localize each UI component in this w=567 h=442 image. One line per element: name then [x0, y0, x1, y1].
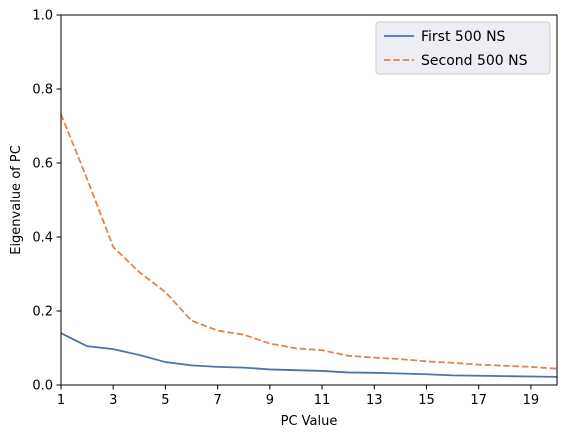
- x-axis-label: PC Value: [281, 414, 338, 429]
- y-tick-label: 0.0: [32, 379, 53, 394]
- x-tick-label: 19: [523, 393, 540, 408]
- x-tick-label: 13: [366, 393, 383, 408]
- y-tick-label: 0.4: [32, 231, 53, 246]
- plot-frame: [60, 14, 558, 386]
- legend-label-1: First 500 NS: [421, 29, 506, 45]
- series-layer: [60, 113, 558, 378]
- x-tick-label: 17: [470, 393, 487, 408]
- x-tick-label: 15: [418, 393, 435, 408]
- legend: First 500 NS Second 500 NS: [375, 21, 551, 75]
- x-tick-label: 9: [266, 393, 274, 408]
- legend-label-2: Second 500 NS: [421, 53, 528, 69]
- y-tick-label: 0.6: [32, 157, 53, 172]
- series-line-2: [60, 113, 558, 370]
- legend-box: [375, 21, 551, 75]
- y-tick-label: 0.2: [32, 305, 53, 320]
- y-axis: 0.0 0.2 0.4 0.6 0.8 1.0: [32, 9, 61, 394]
- x-tick-label: 1: [57, 393, 65, 408]
- x-tick-label: 11: [314, 393, 331, 408]
- x-tick-label: 7: [213, 393, 221, 408]
- y-tick-label: 0.8: [32, 83, 53, 98]
- plot-background: [61, 15, 557, 385]
- x-tick-label: 3: [109, 393, 117, 408]
- plot-area: [61, 15, 557, 385]
- y-axis-label: Eigenvalue of PC: [9, 145, 24, 255]
- y-tick-label: 1.0: [32, 9, 53, 24]
- x-tick-label: 5: [161, 393, 169, 408]
- x-axis: 1 3 5 7 9 11 13 15 17 19: [57, 385, 539, 408]
- series-line-1: [60, 332, 558, 378]
